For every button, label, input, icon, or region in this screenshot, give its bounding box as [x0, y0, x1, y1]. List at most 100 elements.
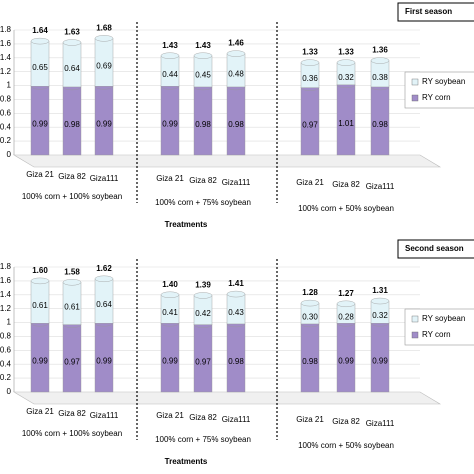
data-label: 0.42 [195, 309, 211, 318]
x-tick-label: Giza 82 [189, 176, 217, 185]
y-tick-label: 0.4 [0, 122, 12, 131]
cylinder-cap [62, 39, 82, 46]
data-label: 0.99 [32, 120, 48, 129]
floor [12, 154, 442, 168]
x-tick-label: Giza 82 [332, 417, 360, 426]
data-label: 0.69 [96, 61, 112, 70]
group-label: 100% corn + 100% soybean [22, 429, 122, 438]
data-label: 0.98 [64, 120, 80, 129]
data-label: 0.98 [302, 357, 318, 366]
y-tick-label: 0.2 [0, 373, 12, 382]
data-label: 0.99 [162, 357, 178, 366]
data-label: 0.98 [228, 120, 244, 129]
y-tick-label: 0.6 [0, 345, 12, 354]
x-tick-label: Giza 82 [189, 413, 217, 422]
cylinder-cap [226, 290, 246, 298]
data-label: 0.99 [32, 357, 48, 366]
group-label: 100% corn + 75% soybean [155, 435, 251, 444]
x-axis-title: Treatments [165, 220, 208, 229]
cylinder-cap [370, 297, 390, 305]
data-label: 0.61 [64, 303, 80, 312]
legend-label: RY soybean [422, 314, 465, 323]
y-tick-label: 1.6 [0, 276, 12, 285]
legend-label: RY soybean [422, 77, 465, 86]
cylinder-cap [193, 52, 213, 59]
total-label: 1.39 [195, 281, 211, 290]
x-tick-label: Giza 21 [296, 415, 324, 424]
legend-swatch [411, 78, 419, 86]
x-tick-label: Giza 21 [296, 178, 324, 187]
y-tick-label: 1.2 [0, 304, 12, 313]
chart: 0 0.2 0.4 0.6 0.8 1 1.2 1.4 1.6 1.8 0.99 0.65 1.64 Gi… [0, 2, 474, 229]
x-tick-label: Giza 82 [58, 409, 86, 418]
x-tick-label: Giza 21 [156, 411, 184, 420]
cylinder-cap [94, 35, 114, 42]
cylinder-cap [193, 292, 213, 299]
y-tick-label: 0.4 [0, 359, 12, 368]
data-label: 0.64 [96, 300, 112, 309]
floor [12, 391, 442, 405]
y-tick-label: 1 [7, 81, 12, 90]
legend-swatch [411, 94, 419, 102]
data-label: 0.99 [96, 357, 112, 366]
total-label: 1.46 [228, 39, 244, 48]
y-tick-label: 1.8 [0, 262, 12, 271]
data-label: 0.44 [162, 70, 178, 79]
data-label: 0.98 [195, 120, 211, 129]
x-tick-label: Giza111 [90, 174, 119, 183]
legend-box [404, 308, 474, 346]
total-label: 1.64 [32, 26, 48, 35]
data-label: 0.30 [302, 313, 318, 322]
data-label: 0.97 [302, 120, 318, 129]
y-tick-label: 0.8 [0, 95, 12, 104]
cylinder-cap [336, 59, 356, 66]
title-box [397, 2, 474, 22]
total-label: 1.28 [302, 288, 318, 297]
x-tick-label: Giza111 [366, 419, 395, 428]
chart-title: First season [405, 7, 452, 16]
total-label: 1.63 [64, 28, 80, 37]
x-tick-label: Giza111 [366, 182, 395, 191]
cylinder-cap [226, 50, 246, 57]
total-label: 1.60 [32, 266, 48, 275]
group-label: 100% corn + 75% soybean [155, 198, 251, 207]
x-tick-label: Giza111 [222, 178, 251, 187]
cylinder-cap [336, 300, 356, 308]
group-label: 100% corn + 100% soybean [22, 192, 122, 201]
data-label: 0.61 [32, 301, 48, 310]
total-label: 1.33 [338, 48, 354, 57]
chart: 0 0.2 0.4 0.6 0.8 1 1.2 1.4 1.6 1.8 0.99 0.61 1.60 Gi… [0, 239, 474, 466]
x-tick-label: Giza 82 [332, 180, 360, 189]
data-label: 0.99 [338, 357, 354, 366]
total-label: 1.33 [302, 48, 318, 57]
data-label: 0.38 [372, 73, 388, 82]
x-tick-label: Giza111 [90, 411, 119, 420]
legend-label: RY corn [422, 330, 451, 339]
y-tick-label: 1 [7, 318, 12, 327]
data-label: 0.45 [195, 70, 211, 79]
x-tick-label: Giza 82 [58, 172, 86, 181]
total-label: 1.58 [64, 267, 80, 276]
data-label: 0.98 [228, 357, 244, 366]
total-label: 1.40 [162, 280, 178, 289]
cylinder-cap [30, 37, 50, 45]
cylinder-cap [300, 299, 320, 307]
x-tick-label: Giza 21 [26, 170, 54, 179]
group-label: 100% corn + 50% soybean [298, 204, 394, 213]
title-box [397, 239, 474, 259]
cylinder-cap [30, 277, 50, 285]
data-label: 0.99 [372, 357, 388, 366]
cylinder-cap [160, 291, 180, 298]
total-label: 1.27 [338, 289, 354, 298]
total-label: 1.68 [96, 23, 112, 32]
total-label: 1.41 [228, 279, 244, 288]
total-label: 1.43 [162, 41, 178, 50]
data-label: 0.32 [372, 311, 388, 320]
total-label: 1.31 [372, 286, 388, 295]
x-tick-label: Giza111 [222, 415, 251, 424]
y-tick-label: 0.8 [0, 332, 12, 341]
x-axis-title: Treatments [165, 457, 208, 466]
legend-swatch [411, 331, 419, 339]
data-label: 0.41 [162, 308, 178, 317]
